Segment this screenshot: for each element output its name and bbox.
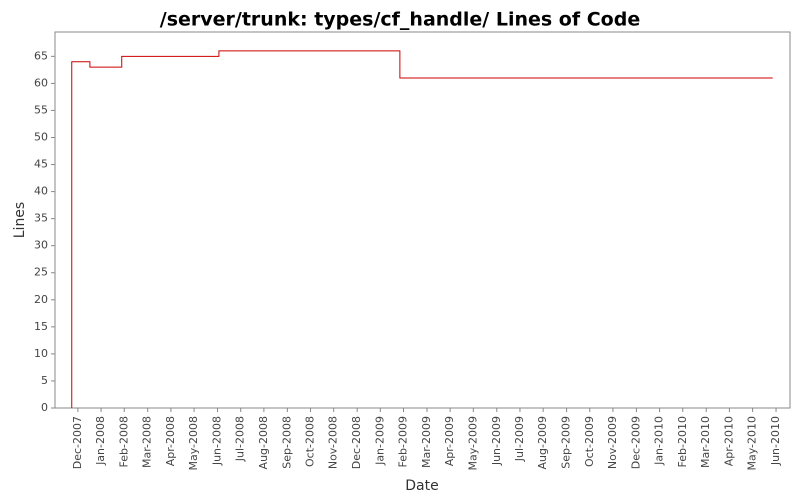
y-tick-label: 40 bbox=[34, 185, 48, 198]
x-tick-label: Jul-2008 bbox=[234, 416, 247, 462]
y-tick-label: 55 bbox=[34, 103, 48, 116]
line-series bbox=[71, 50, 773, 408]
x-axis-label: Date bbox=[405, 478, 438, 494]
x-tick-label: Dec-2007 bbox=[71, 416, 84, 469]
y-tick-label: 35 bbox=[34, 212, 48, 225]
y-tick-label: 5 bbox=[41, 374, 48, 387]
x-tick-label: Dec-2009 bbox=[629, 416, 642, 469]
x-tick-label: Aug-2008 bbox=[257, 416, 270, 469]
y-tick-label: 50 bbox=[34, 130, 48, 143]
y-tick-label: 20 bbox=[34, 293, 48, 306]
y-tick-label: 10 bbox=[34, 347, 48, 360]
x-tick-label: Sep-2008 bbox=[280, 416, 293, 469]
x-tick-label: Jun-2009 bbox=[490, 416, 503, 466]
x-tick-label: Aug-2009 bbox=[536, 416, 549, 469]
x-tick-label: Feb-2009 bbox=[397, 416, 410, 467]
x-tick-label: Oct-2009 bbox=[583, 416, 596, 467]
x-tick-label: Jul-2009 bbox=[513, 416, 526, 462]
x-tick-label: Feb-2010 bbox=[676, 416, 689, 467]
y-tick-label: 60 bbox=[34, 76, 48, 89]
x-tick-label: Mar-2010 bbox=[699, 416, 712, 468]
y-tick-label: 25 bbox=[34, 266, 48, 279]
x-tick-label: Jan-2008 bbox=[94, 416, 107, 466]
x-tick-label: Nov-2009 bbox=[606, 416, 619, 469]
x-tick-label: May-2010 bbox=[746, 416, 759, 471]
plot-area bbox=[54, 31, 791, 409]
x-tick-label: Nov-2008 bbox=[327, 416, 340, 469]
y-tick-label: 65 bbox=[34, 49, 48, 62]
x-tick-label: Mar-2009 bbox=[420, 416, 433, 468]
chart-title: /server/trunk: types/cf_handle/ Lines of… bbox=[160, 9, 640, 31]
x-tick-label: Mar-2008 bbox=[141, 416, 154, 468]
y-tick-label: 45 bbox=[34, 158, 48, 171]
x-tick-label: Oct-2008 bbox=[304, 416, 317, 467]
x-tick-label: May-2008 bbox=[187, 416, 200, 471]
x-tick-label: May-2009 bbox=[466, 416, 479, 471]
x-tick-label: Feb-2008 bbox=[117, 416, 130, 467]
y-tick-label: 15 bbox=[34, 320, 48, 333]
y-tick-label: 30 bbox=[34, 239, 48, 252]
x-tick-label: Dec-2008 bbox=[350, 416, 363, 469]
x-tick-label: Jan-2009 bbox=[373, 416, 386, 466]
x-tick-label: Sep-2009 bbox=[560, 416, 573, 469]
y-axis-label: Lines bbox=[12, 202, 28, 238]
x-tick-label: Apr-2009 bbox=[443, 416, 456, 466]
x-tick-label: Jan-2010 bbox=[653, 416, 666, 466]
x-tick-label: Jun-2010 bbox=[769, 416, 782, 466]
x-tick-label: Jun-2008 bbox=[211, 416, 224, 466]
x-tick-label: Apr-2008 bbox=[164, 416, 177, 466]
x-tick-label: Apr-2010 bbox=[722, 416, 735, 466]
y-tick-label: 0 bbox=[41, 401, 48, 414]
